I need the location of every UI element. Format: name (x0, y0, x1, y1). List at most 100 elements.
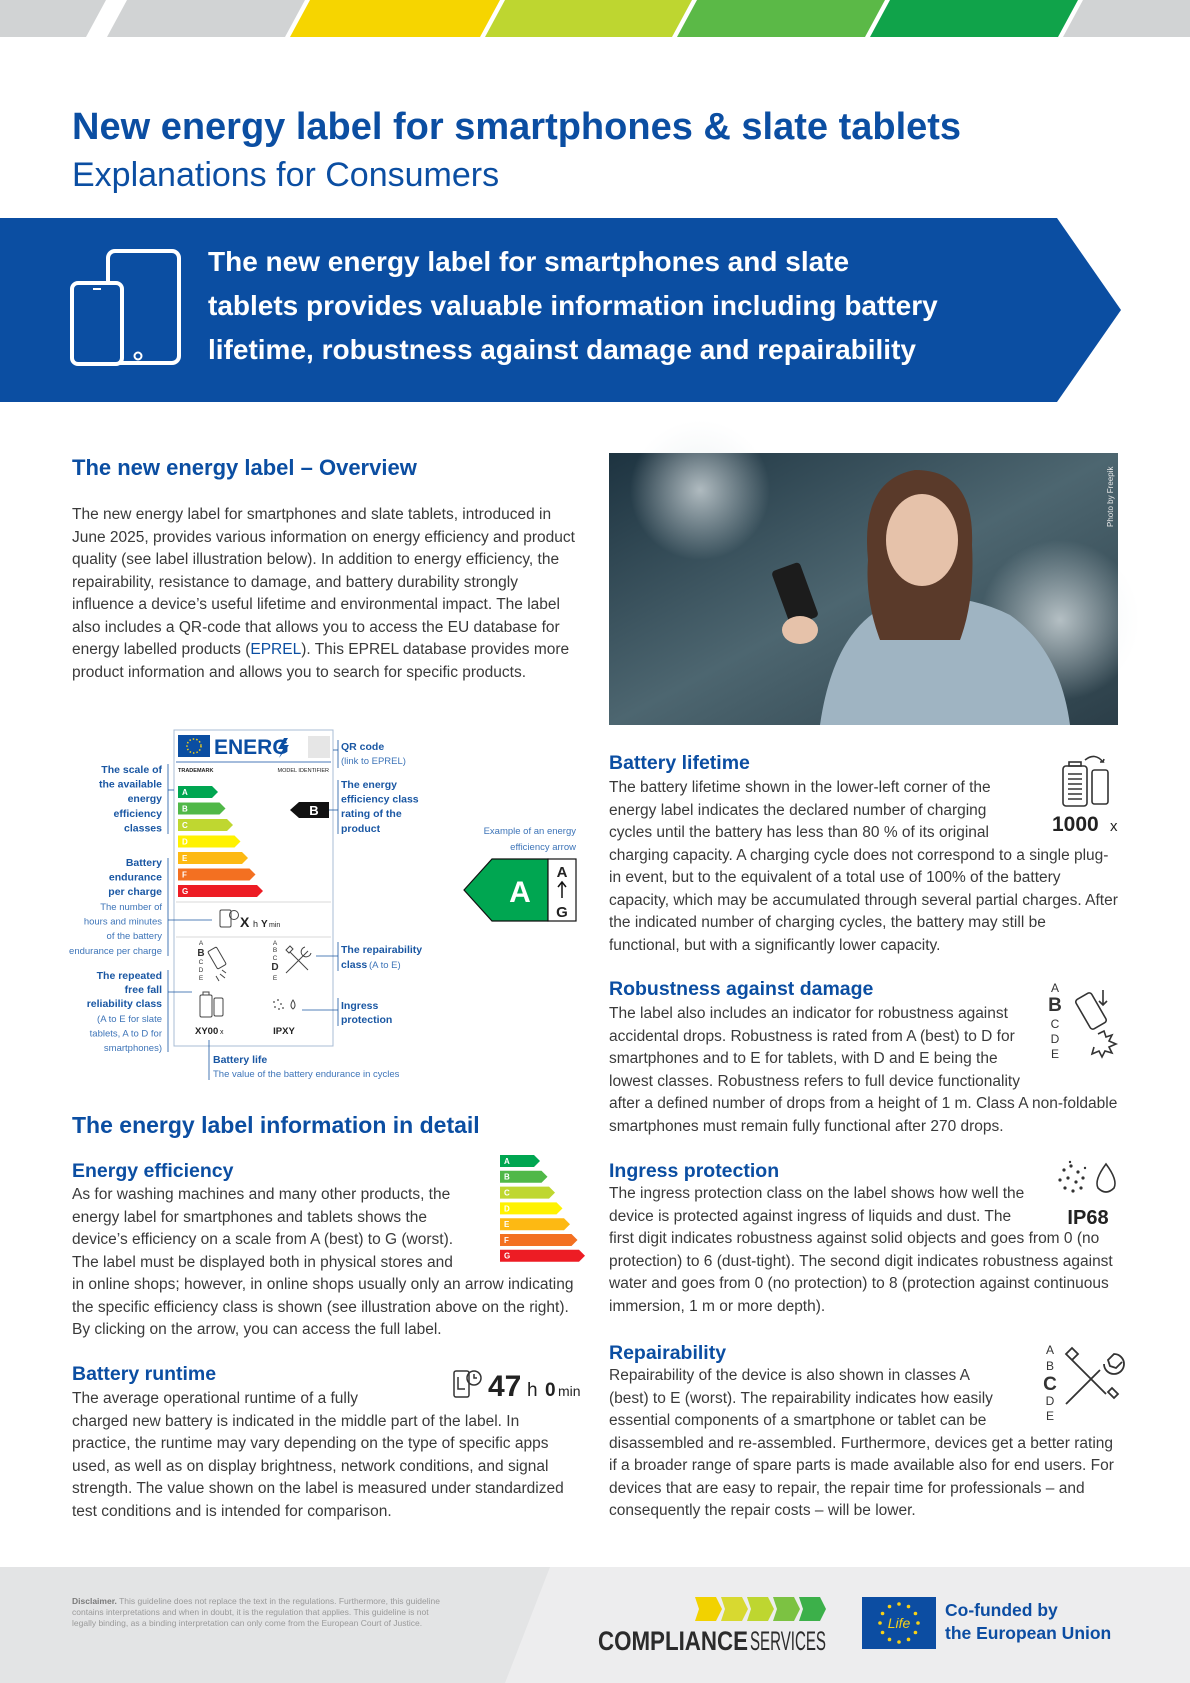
ingress-icon-part (1066, 1176, 1070, 1180)
top-stripe-part (677, 0, 885, 37)
runtime-minutes-unit: min (558, 1383, 581, 1399)
ingress-icon-part (1069, 1164, 1073, 1168)
eu-star (897, 1640, 901, 1644)
top-stripe (0, 0, 1190, 37)
scale-letter: C (273, 955, 278, 962)
subsection-heading: Energy efficiency (72, 1160, 234, 1182)
top-stripe-part (1063, 0, 1190, 37)
arrow-scale-top: A (557, 864, 568, 881)
subsection-heading: Repairability (609, 1342, 727, 1364)
callout-title: endurance (109, 872, 162, 884)
arrow-scale-bottom: G (556, 904, 568, 921)
cycles-value: 1000 (1052, 813, 1099, 836)
top-stripe-part (485, 0, 692, 37)
compliance-logo-part (695, 1597, 722, 1621)
disclaimer-label: Disclaimer. (72, 1596, 117, 1606)
class-bar (178, 819, 233, 831)
top-stripe-part (290, 0, 500, 37)
disclaimer: Disclaimer. This guideline does not repl… (72, 1596, 452, 1629)
callout-title: The repeated (97, 970, 162, 982)
class-letter: C (504, 1188, 510, 1197)
drop-icon (1075, 990, 1119, 1059)
ingress-icon (1058, 1160, 1116, 1193)
scale-letter: B (273, 947, 277, 954)
photo-credit: Photo by Freepik (1106, 466, 1115, 527)
label-illustration: ENERG TRADEMARK MODEL IDENTIFIER B X h Y (69, 729, 577, 1080)
runtime-hours-unit: h (527, 1380, 538, 1401)
banner-text: The new energy label for smartphones and… (208, 240, 938, 372)
arrow-caption: Example of an energy (484, 826, 577, 837)
paragraph-text: As for washing machines and many other p… (72, 1186, 574, 1338)
arrow-caption: efficiency arrow (510, 842, 576, 853)
callout-note: The number of (100, 902, 162, 913)
top-stripe-part (870, 0, 1078, 37)
callout-title: The scale of (101, 764, 162, 776)
scale-letter: D (1046, 1394, 1055, 1408)
compliance-logo: COMPLIANCE SERVICES (598, 1597, 826, 1656)
scale-letter: E (1046, 1409, 1054, 1423)
photo-part (782, 616, 818, 644)
class-letter: A (504, 1157, 510, 1166)
label-illustration-part (178, 735, 210, 757)
paragraph-text: Repairability of the device is also show… (609, 1367, 1114, 1519)
runtime-minutes: 0 (545, 1380, 556, 1401)
arrow-class: A (509, 876, 531, 909)
ingress-icon-part (1058, 1178, 1062, 1182)
scale-letter: C (1043, 1374, 1057, 1395)
ingress-icon-part (1063, 1186, 1067, 1190)
label-illustration-part (308, 736, 330, 758)
model-identifier: MODEL IDENTIFIER (278, 768, 329, 774)
class-bar (178, 885, 263, 897)
paragraph-text: The battery lifetime shown in the lower-… (609, 779, 1118, 954)
paragraph-text: The new energy label for smartphones and… (72, 506, 575, 658)
scale-letter: D (1051, 1032, 1060, 1046)
footer-background-part (0, 1567, 550, 1683)
callout-title: class (341, 959, 367, 971)
drop-icon-part (1075, 992, 1107, 1030)
ingress-icon-part (1074, 1180, 1078, 1184)
paragraph: As for washing machines and many other p… (72, 1184, 580, 1342)
class-bar (178, 852, 248, 864)
endurance-hours-unit: h (253, 919, 258, 929)
ingress-icon-part (1083, 1166, 1087, 1170)
scale-letter: A (199, 940, 204, 947)
scale-letter: A (1046, 1343, 1054, 1357)
runtime-icon-part (457, 1377, 465, 1390)
class-bar (178, 835, 241, 848)
callout-title: efficiency class (341, 794, 419, 806)
eu-star (897, 1602, 901, 1606)
label-illustration-part (282, 1007, 284, 1009)
class-bar (500, 1186, 555, 1199)
label-illustration-part (202, 991, 210, 996)
runtime-hours: 47 (488, 1370, 521, 1403)
photo (609, 420, 1140, 725)
eu-star (913, 1630, 918, 1635)
callout-title: energy (128, 793, 163, 805)
trademark: TRADEMARK (178, 768, 213, 774)
label-illustration-part (285, 945, 309, 971)
class-letter: C (182, 821, 188, 830)
callout-note: smartphones) (104, 1043, 162, 1054)
scale-letter: A (273, 940, 278, 947)
class-letter: G (182, 887, 188, 896)
label-illustration-part (290, 999, 296, 1010)
eprel-link[interactable]: EPREL (250, 641, 302, 658)
cofunded-text: Co-funded by (945, 1600, 1058, 1620)
scale-letter: B (1048, 995, 1062, 1016)
callout-title: Battery life (213, 1054, 267, 1066)
device-icon (70, 249, 181, 366)
photo-part (630, 420, 770, 560)
eu-flag: Life (862, 1597, 936, 1649)
label-illustration-part (274, 1006, 276, 1008)
eu-star (913, 1611, 918, 1616)
class-letter: A (182, 788, 188, 797)
paragraph-text: The ingress protection class on the labe… (609, 1185, 1113, 1315)
ingress-rating: IP68 (1067, 1207, 1108, 1229)
scale-letter: E (199, 975, 204, 982)
page-subtitle: Explanations for Consumers (72, 156, 500, 194)
class-bar (500, 1202, 563, 1215)
battery-lifetime-icon-part (1062, 765, 1088, 807)
ingress-icon-part (1068, 1160, 1072, 1164)
paragraph: The new energy label for smartphones and… (72, 504, 580, 684)
